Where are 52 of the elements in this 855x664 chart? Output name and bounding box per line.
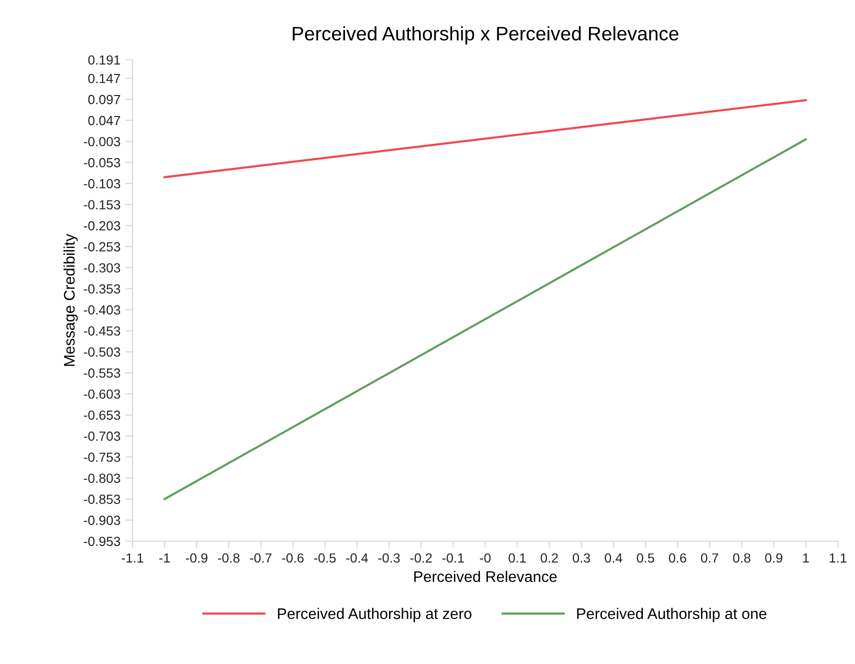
x-tick-label: 0.6 [668,553,686,563]
x-tick-label: -0.5 [314,553,336,563]
x-tick-label: 0.8 [733,553,750,563]
x-tick-label: -0 [480,553,491,563]
y-tick-label: 0.191 [88,55,120,65]
y-tick-label: -0.853 [84,494,120,504]
y-tick-label: -0.103 [84,179,120,188]
x-tick-label: -0.8 [218,553,240,563]
y-axis-title: Message Credibility [64,234,78,366]
y-tick-label: -0.453 [84,326,120,336]
y-tick-label: -0.253 [84,242,120,252]
x-tick-label: -1 [159,553,170,563]
y-tick-label: -0.053 [84,158,120,168]
y-tick-label: -0.303 [84,263,120,273]
x-tick-label: -0.1 [442,553,464,563]
legend-label: Perceived Authorship at one [577,608,766,622]
y-tick-label: -0.403 [84,305,120,315]
x-tick-label: 0.3 [572,553,590,563]
y-tick-label: -0.503 [84,347,120,357]
x-tick-label: -0.3 [378,553,400,563]
y-tick-label: -0.003 [84,136,120,146]
x-tick-label: -0.7 [250,553,272,563]
y-tick-label: -0.953 [84,536,120,546]
y-tick-label: 0.097 [88,94,120,104]
legend-label: Perceived Authorship at zero [278,608,472,622]
x-tick-label: 0.5 [636,553,654,563]
x-tick-label: 0.2 [540,553,558,563]
y-tick-label: -0.803 [84,474,120,483]
x-tick-label: 0.4 [604,553,622,563]
y-tick-label: -0.753 [84,452,120,462]
y-tick-label: -0.703 [84,432,120,441]
x-tick-label: -1.1 [122,553,144,563]
chart-title: Perceived Authorship x Perceived Relevance [292,26,678,44]
y-tick-label: -0.903 [84,516,120,526]
x-tick-label: -0.6 [282,553,304,563]
y-tick-label: 0.147 [88,74,120,84]
x-tick-label: 1 [803,553,809,563]
y-tick-label: -0.553 [84,368,120,378]
y-tick-label: -0.203 [84,221,120,230]
x-tick-label: -0.4 [346,553,368,563]
y-tick-label: -0.153 [84,200,120,210]
y-tick-label: -0.353 [84,284,120,294]
x-tick-label: -0.9 [186,553,208,563]
y-tick-label: 0.047 [88,116,120,126]
y-tick-label: -0.653 [84,410,120,420]
x-tick-label: 0.1 [508,553,526,563]
x-tick-label: 0.9 [765,553,782,563]
x-axis-title: Perceived Relevance [414,570,557,582]
x-tick-label: 1.1 [830,553,846,563]
x-tick-label: -0.2 [410,553,432,563]
x-tick-label: 0.7 [700,553,718,563]
y-tick-label: -0.603 [84,389,120,399]
